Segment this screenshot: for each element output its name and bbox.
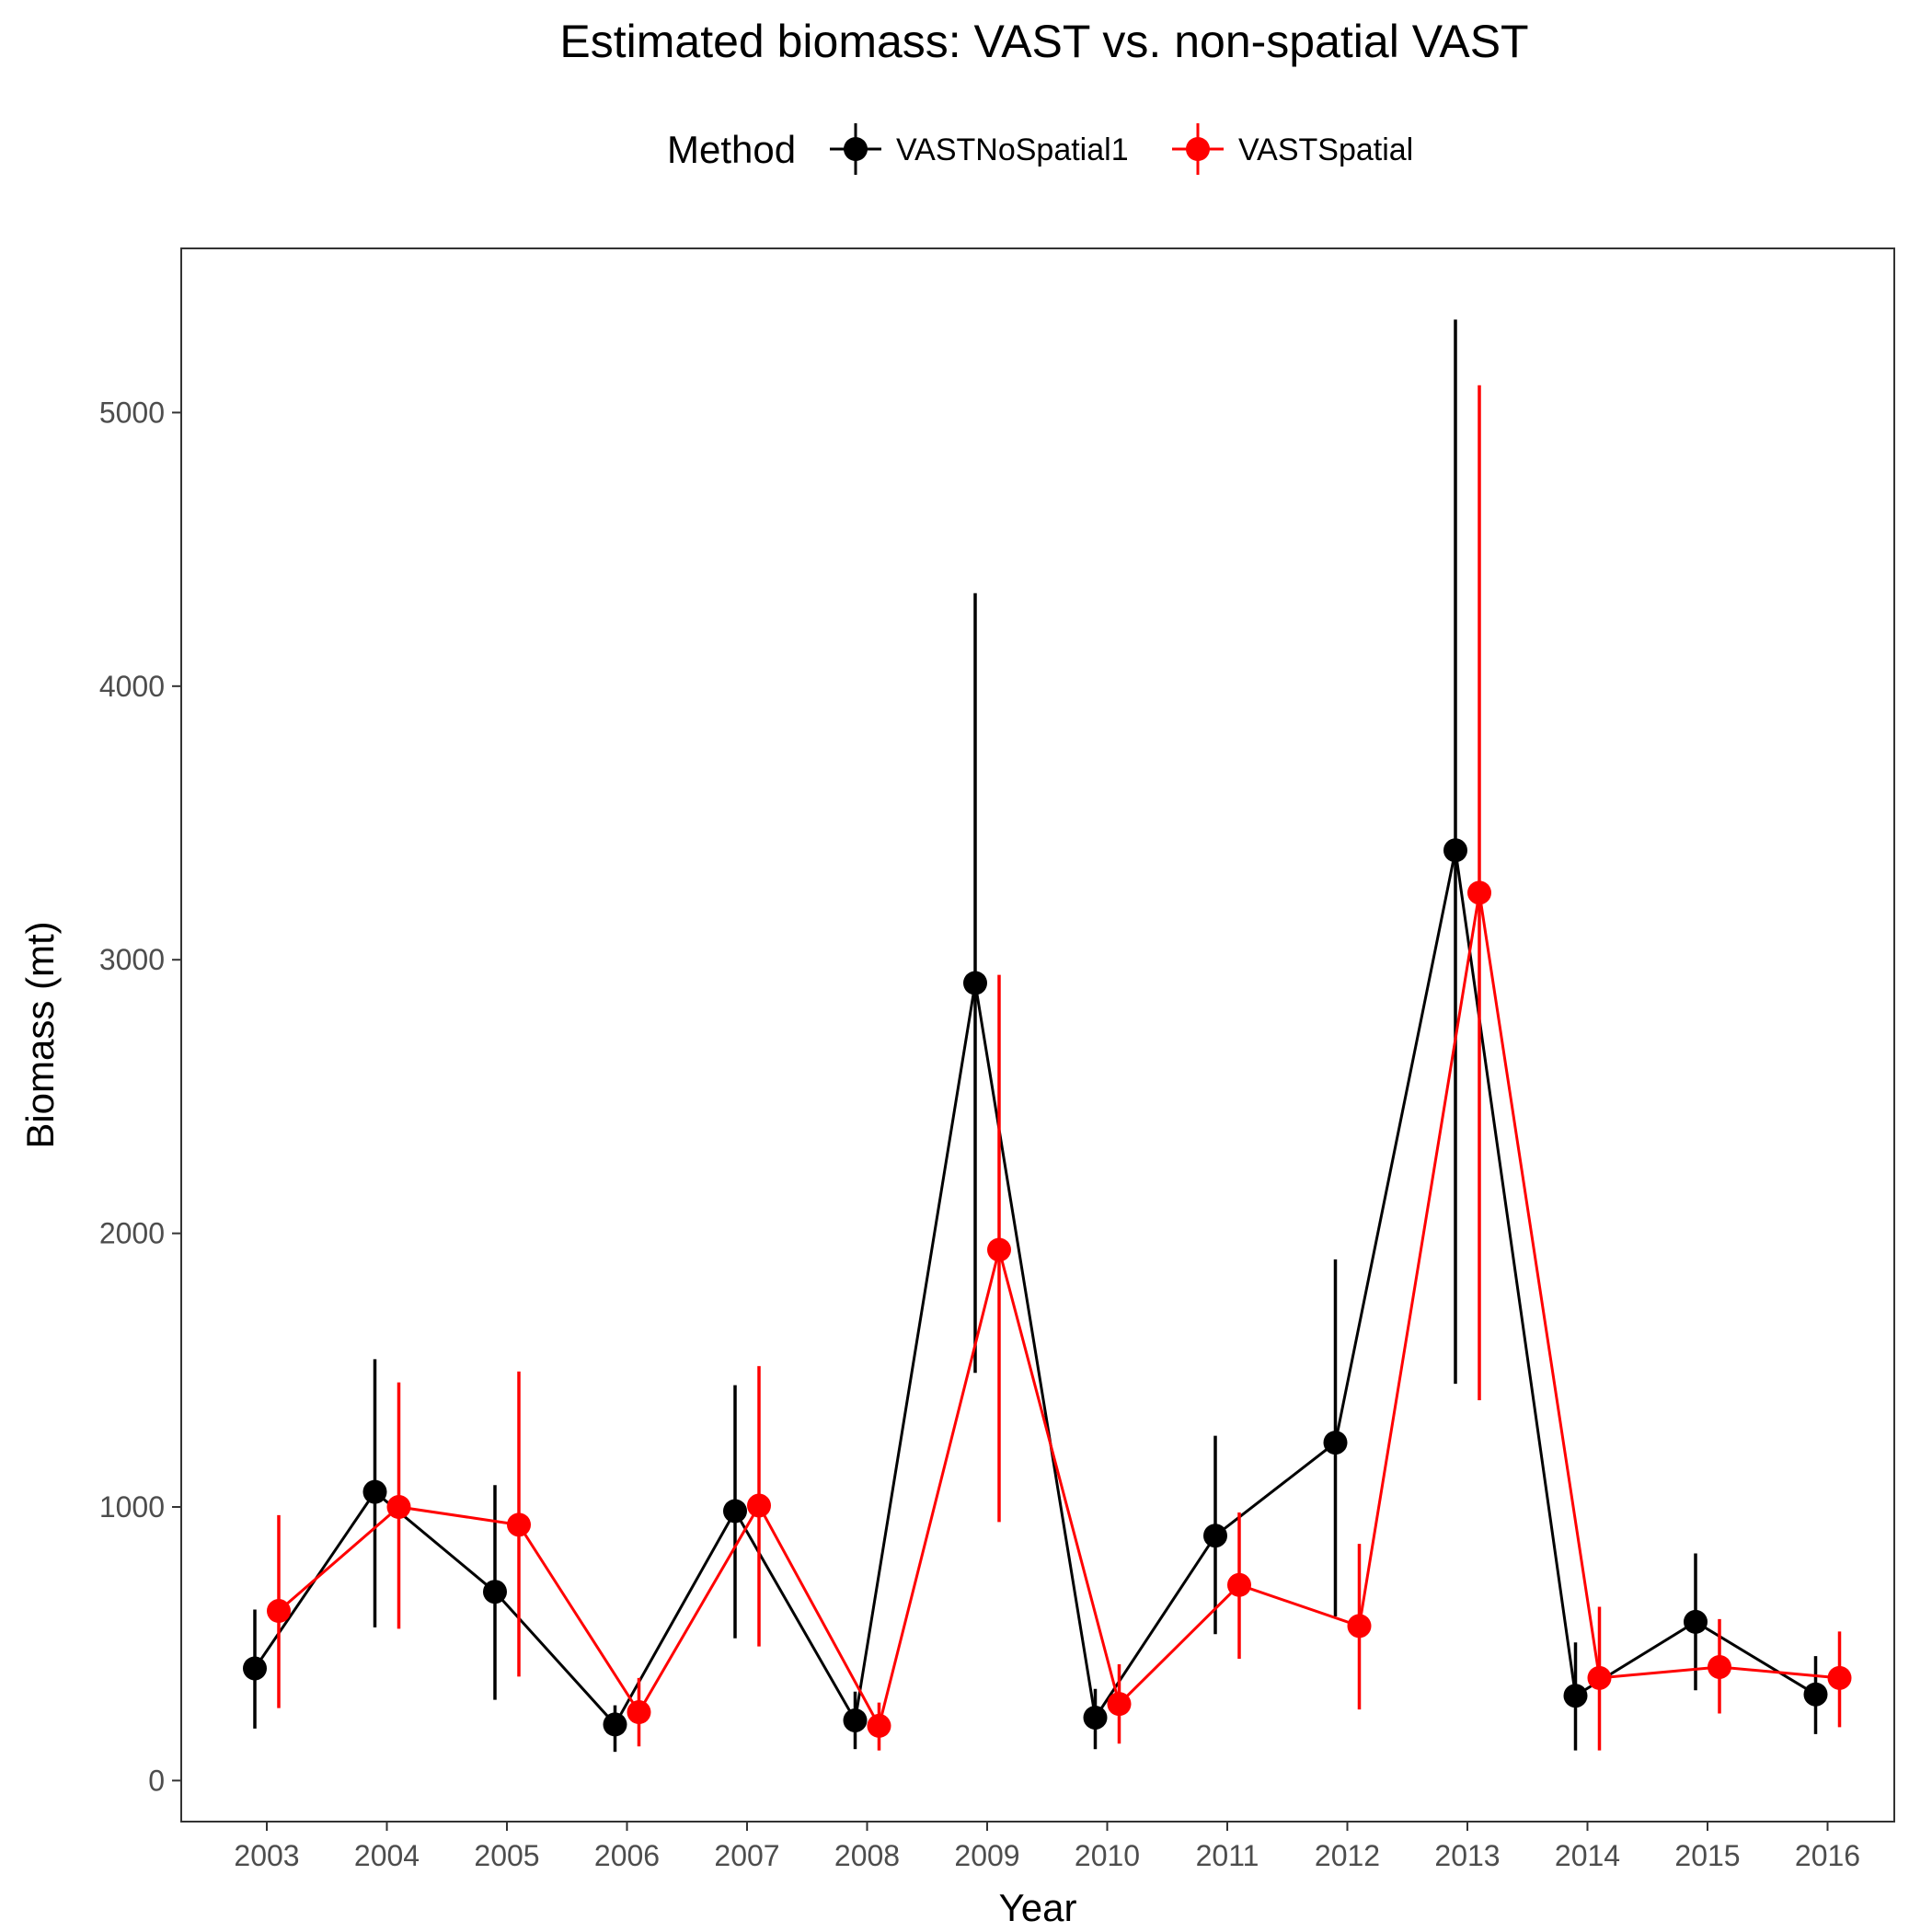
x-tick-label: 2010 xyxy=(1075,1839,1140,1872)
x-axis: 2003 2004 2005 2006 2007 2008 2009 2010 2011 2012… xyxy=(234,1822,1860,1872)
data-point xyxy=(987,1237,1011,1262)
x-tick-label: 2012 xyxy=(1315,1839,1380,1872)
series-line xyxy=(253,849,1817,1727)
data-point xyxy=(963,971,987,995)
data-point xyxy=(1347,1614,1372,1639)
legend-key-point xyxy=(844,137,868,161)
series-VASTSpatial xyxy=(267,385,1852,1751)
data-point xyxy=(747,1493,771,1518)
data-point xyxy=(1083,1705,1108,1730)
chart-title: Estimated biomass: VAST vs. non-spatial … xyxy=(559,16,1528,67)
data-point xyxy=(386,1495,411,1519)
data-point xyxy=(267,1599,291,1624)
x-tick-label: 2013 xyxy=(1434,1839,1500,1872)
data-point xyxy=(1587,1665,1612,1690)
x-tick-label: 2015 xyxy=(1674,1839,1740,1872)
data-point xyxy=(723,1499,747,1524)
y-tick-label: 1000 xyxy=(99,1490,165,1524)
data-point xyxy=(1684,1609,1708,1634)
y-axis-label: Biomass (mt) xyxy=(18,921,62,1148)
x-tick-label: 2008 xyxy=(834,1839,900,1872)
series-line xyxy=(278,892,1840,1730)
data-point xyxy=(867,1713,891,1738)
data-point xyxy=(1443,838,1467,863)
data-point xyxy=(483,1580,507,1604)
data-point xyxy=(1708,1654,1731,1679)
x-tick-label: 2009 xyxy=(954,1839,1019,1872)
x-axis-label: Year xyxy=(999,1886,1077,1929)
data-point xyxy=(1803,1682,1828,1707)
x-tick-label: 2016 xyxy=(1795,1839,1860,1872)
data-point xyxy=(1467,880,1491,905)
series-layer xyxy=(243,319,1852,1753)
legend-item-VASTSpatial: VASTSpatial xyxy=(1172,123,1413,175)
legend: Method VASTNoSpatial1 VASTSpatial xyxy=(667,123,1413,175)
data-point xyxy=(603,1712,627,1737)
x-tick-label: 2014 xyxy=(1555,1839,1620,1872)
legend-title: Method xyxy=(667,128,796,171)
y-tick-label: 4000 xyxy=(99,670,165,703)
legend-key-point xyxy=(1186,137,1210,161)
data-point xyxy=(1203,1524,1227,1548)
legend-label: VASTNoSpatial1 xyxy=(896,132,1129,167)
y-tick-label: 0 xyxy=(148,1764,165,1797)
x-tick-label: 2004 xyxy=(354,1839,420,1872)
data-point xyxy=(362,1479,387,1504)
data-point xyxy=(243,1656,267,1681)
series-VASTNoSpatial1 xyxy=(243,319,1828,1753)
legend-items: VASTNoSpatial1 VASTSpatial xyxy=(830,123,1413,175)
y-tick-label: 3000 xyxy=(99,943,165,976)
y-axis: 0 1000 2000 3000 4000 5000 xyxy=(99,396,181,1797)
x-tick-label: 2011 xyxy=(1196,1839,1259,1872)
data-point xyxy=(507,1512,531,1537)
legend-label: VASTSpatial xyxy=(1238,132,1413,167)
data-point xyxy=(1323,1431,1348,1455)
data-point xyxy=(1107,1692,1132,1717)
data-point xyxy=(1563,1684,1588,1708)
data-point xyxy=(843,1708,868,1732)
x-tick-label: 2007 xyxy=(714,1839,779,1872)
data-point xyxy=(1827,1665,1852,1690)
data-point xyxy=(1227,1572,1251,1597)
data-point xyxy=(627,1700,651,1725)
y-tick-label: 2000 xyxy=(99,1217,165,1250)
x-tick-label: 2006 xyxy=(594,1839,660,1872)
plot-panel xyxy=(180,247,1895,1823)
x-tick-label: 2005 xyxy=(474,1839,539,1872)
y-tick-label: 5000 xyxy=(99,396,165,429)
legend-item-VASTNoSpatial1: VASTNoSpatial1 xyxy=(830,123,1129,175)
x-tick-label: 2003 xyxy=(234,1839,299,1872)
